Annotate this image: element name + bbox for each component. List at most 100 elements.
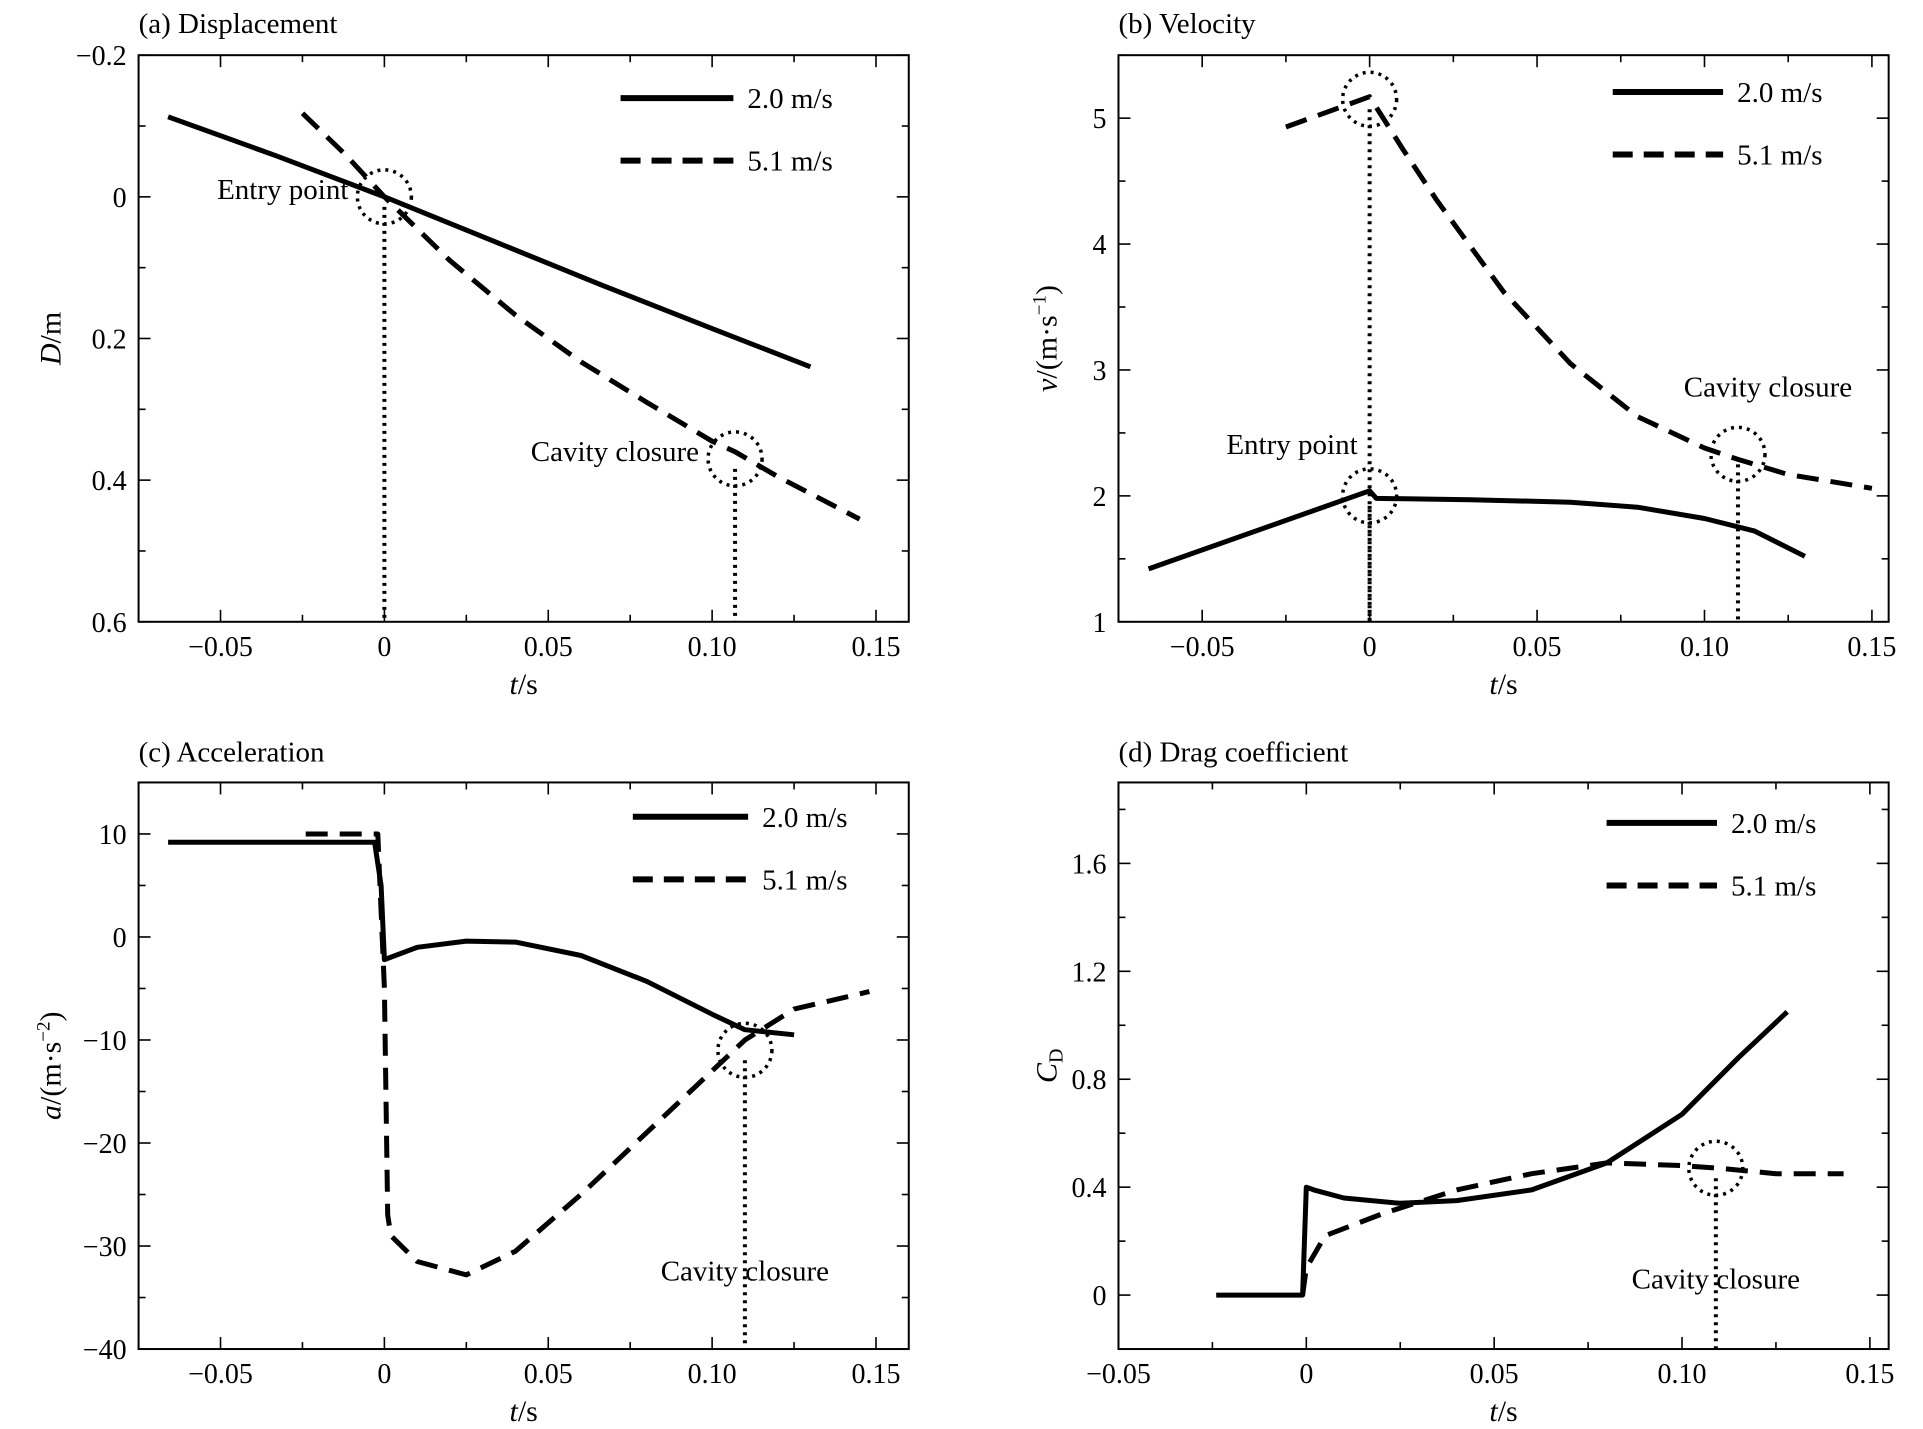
y-axis-label-sub: D xyxy=(1045,1049,1067,1063)
y-tick-label: 3 xyxy=(1092,356,1106,387)
y-axis-label-unit: /(m·s xyxy=(1030,315,1063,378)
x-axis-label-unit: /s xyxy=(518,1395,538,1428)
y-tick-label: 4 xyxy=(1092,230,1106,261)
x-tick-label: 0 xyxy=(1299,1359,1313,1390)
y-axis-label-var: a xyxy=(35,1105,68,1120)
y-axis-label: D/m xyxy=(35,312,68,366)
legend-label: 5.1 m/s xyxy=(1737,140,1822,172)
series-line-1 xyxy=(300,111,861,522)
y-tick-label: 0 xyxy=(113,183,127,214)
y-axis-label: a/(m·s−2) xyxy=(34,1011,68,1120)
x-tick-label: 0.05 xyxy=(1470,1359,1519,1390)
x-tick-label: 0.15 xyxy=(851,632,900,663)
legend-label: 2.0 m/s xyxy=(1731,808,1816,840)
x-axis-label-var: t xyxy=(1489,668,1498,701)
y-axis-label-sup: −2 xyxy=(34,1021,55,1041)
x-tick-label: 0 xyxy=(377,632,391,663)
plot-frame xyxy=(1117,781,1890,1351)
y-tick-label: 0.4 xyxy=(92,466,127,497)
event-marker-label: Cavity closure xyxy=(531,436,699,468)
x-axis-label-var: t xyxy=(509,1395,518,1428)
x-tick-label: −0.05 xyxy=(188,632,253,663)
panel-c: (c) Acceleration −0.05 0 0.05 0.10 0.15 −40 −30… xyxy=(34,737,910,1428)
x-tick-label: −0.05 xyxy=(1170,632,1235,663)
panel-d: (d) Drag coefficient −0.05 0 0.05 0.10 0.15 0 0… xyxy=(1030,737,1894,1428)
y-axis-label-tail: ) xyxy=(1030,285,1063,295)
y-tick-label: −0.2 xyxy=(76,41,127,72)
x-tick-label: −0.05 xyxy=(188,1359,253,1390)
x-tick-label: 0 xyxy=(377,1359,391,1390)
x-tick-label: 0.15 xyxy=(1847,632,1896,663)
y-tick-label: −20 xyxy=(83,1129,127,1160)
y-tick-label: 10 xyxy=(99,820,127,851)
legend-label: 2.0 m/s xyxy=(747,83,832,115)
y-tick-label: 2 xyxy=(1092,482,1106,513)
series-line-0 xyxy=(1147,488,1807,572)
x-tick-label: 0.10 xyxy=(1680,632,1729,663)
legend-label: 5.1 m/s xyxy=(1731,870,1816,902)
x-tick-label: 0.05 xyxy=(524,632,573,663)
x-axis-label-unit: /s xyxy=(518,668,538,701)
y-tick-label: 0.6 xyxy=(92,608,127,639)
y-tick-label: 0.2 xyxy=(92,324,127,355)
x-tick-label: 0.10 xyxy=(688,632,737,663)
panel-b: (b) Velocity−0.05 0 0.05 0.10 0.1512345t/sv/… xyxy=(1029,8,1896,701)
y-axis-label-unit: /(m·s xyxy=(35,1042,68,1105)
legend-label: 5.1 m/s xyxy=(762,864,847,896)
x-axis-label-var: t xyxy=(1489,1395,1498,1428)
panel-title: (c) Acceleration xyxy=(139,737,325,769)
x-tick-label: 0.05 xyxy=(524,1359,573,1390)
x-axis-label: t/s xyxy=(509,1395,537,1428)
y-tick-label: 1 xyxy=(1092,608,1106,639)
y-axis-label-unit: /m xyxy=(35,312,68,344)
y-axis-label: v/(m·s−1) xyxy=(1029,285,1063,392)
legend-label: 2.0 m/s xyxy=(762,802,847,834)
y-tick-label: 1.2 xyxy=(1071,957,1106,988)
x-tick-label: 0.15 xyxy=(1845,1359,1894,1390)
y-tick-label: −10 xyxy=(83,1026,127,1057)
y-axis-label-var: D xyxy=(35,343,68,366)
y-axis-label-var: v xyxy=(1030,378,1063,392)
legend-label: 2.0 m/s xyxy=(1737,77,1822,109)
event-marker-label: Cavity closure xyxy=(1684,371,1852,403)
plot-frame xyxy=(137,781,910,1351)
event-marker-label: Cavity closure xyxy=(661,1255,829,1287)
series-line-1 xyxy=(1285,94,1873,491)
x-axis-label-unit: /s xyxy=(1498,668,1518,701)
x-tick-label: 0.10 xyxy=(688,1359,737,1390)
y-tick-label: 0 xyxy=(1092,1281,1106,1312)
y-axis-label: CD xyxy=(1030,1049,1067,1083)
x-tick-label: 0.10 xyxy=(1658,1359,1707,1390)
y-tick-label: 0 xyxy=(113,923,127,954)
panel-title: (a) Displacement xyxy=(139,8,338,40)
x-tick-label: 0.05 xyxy=(1513,632,1562,663)
event-marker-label: Entry point xyxy=(1226,429,1357,461)
plot-frame xyxy=(1117,54,1890,623)
y-axis-label-tail: ) xyxy=(35,1011,68,1021)
panel-a: (a) Displacement −0.05 0 0.05 0.10 0.15 −0.2 0 0… xyxy=(35,8,910,701)
panel-title: (d) Drag coefficient xyxy=(1118,737,1348,769)
y-tick-label: 5 xyxy=(1092,104,1106,135)
y-tick-label: 1.6 xyxy=(1071,849,1106,880)
x-axis-label: t/s xyxy=(509,668,537,701)
series-line-1 xyxy=(1300,1160,1844,1296)
x-axis-label-unit: /s xyxy=(1498,1395,1518,1428)
x-tick-label: 0.15 xyxy=(851,1359,900,1390)
series-line-0 xyxy=(1216,1009,1789,1298)
series-line-0 xyxy=(168,839,795,1038)
series-line-0 xyxy=(167,114,812,370)
x-axis-label-var: t xyxy=(509,668,518,701)
y-tick-label: 0.8 xyxy=(1071,1065,1106,1096)
x-tick-label: −0.05 xyxy=(1086,1359,1151,1390)
event-marker-label: Entry point xyxy=(217,174,348,206)
y-axis-label-sup: −1 xyxy=(1029,295,1050,315)
event-marker-label: Cavity closure xyxy=(1632,1263,1800,1295)
panel-title: (b) Velocity xyxy=(1118,8,1256,40)
y-tick-label: 0.4 xyxy=(1071,1173,1106,1204)
legend-label: 5.1 m/s xyxy=(747,146,832,178)
y-tick-label: −40 xyxy=(83,1335,127,1366)
x-axis-label: t/s xyxy=(1489,1395,1517,1428)
y-axis-label-var: C xyxy=(1030,1062,1063,1083)
series-line-1 xyxy=(305,831,870,1278)
